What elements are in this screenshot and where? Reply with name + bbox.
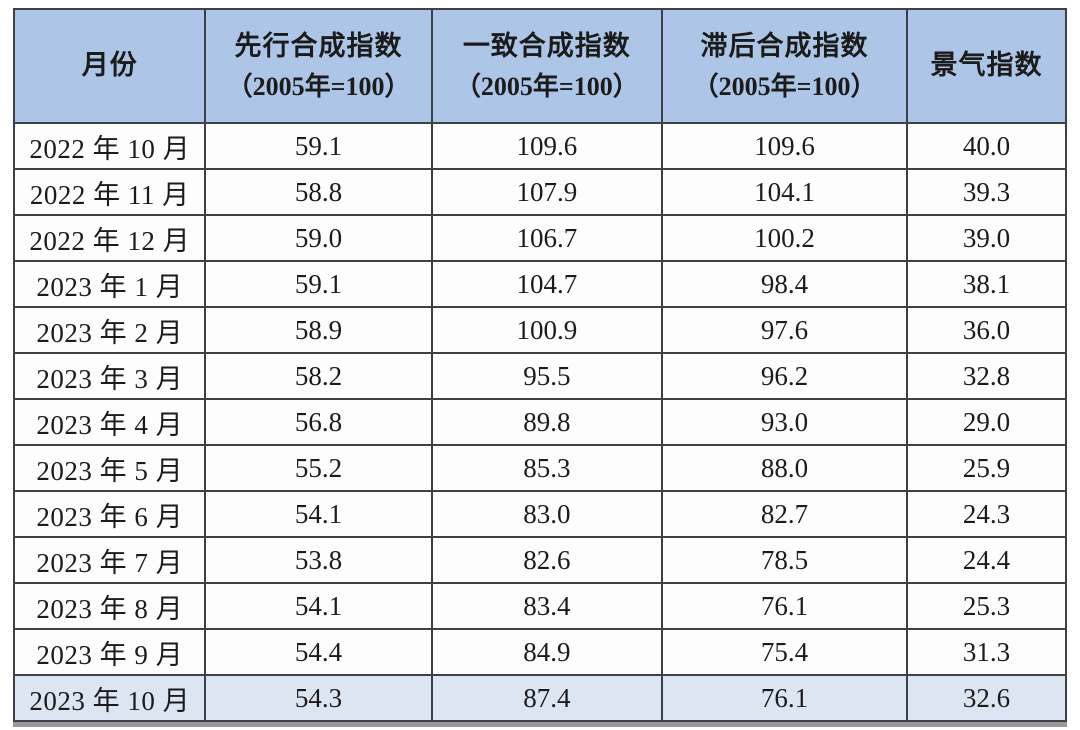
lagging-cell: 76.1: [660, 674, 909, 722]
leading-cell: 56.8: [204, 398, 433, 446]
month-cell: 2023 年 8 月: [12, 582, 207, 630]
leading-cell: 59.1: [204, 122, 433, 170]
leading-cell: 53.8: [204, 536, 433, 584]
prosperity-cell: 25.9: [906, 444, 1067, 492]
coincident-cell: 100.9: [430, 306, 664, 354]
prosperity-cell: 36.0: [906, 306, 1067, 354]
prosperity-cell: 32.6: [906, 674, 1067, 722]
coincident-cell: 89.8: [430, 398, 664, 446]
prosperity-cell: 25.3: [906, 582, 1067, 630]
month-cell: 2023 年 4 月: [12, 398, 207, 446]
month-cell: 2023 年 5 月: [12, 444, 207, 492]
leading-cell: 58.9: [204, 306, 433, 354]
prosperity-cell: 38.1: [906, 260, 1067, 308]
leading-cell: 54.3: [204, 674, 433, 722]
column-title: 月份: [81, 50, 138, 81]
coincident-cell: 85.3: [430, 444, 664, 492]
lagging-cell: 76.1: [660, 582, 909, 630]
prosperity-cell: 39.0: [906, 214, 1067, 262]
lagging-cell: 97.6: [660, 306, 909, 354]
column-header-lagging: 滞后合成指数 （2005年=100）: [660, 8, 909, 124]
lagging-cell: 82.7: [660, 490, 909, 538]
coincident-cell: 87.4: [430, 674, 664, 722]
month-cell: 2023 年 3 月: [12, 352, 207, 400]
coincident-cell: 104.7: [430, 260, 664, 308]
coincident-cell: 106.7: [430, 214, 664, 262]
column-title: 景气指数: [930, 50, 1043, 81]
leading-cell: 54.1: [204, 582, 433, 630]
leading-cell: 58.2: [204, 352, 433, 400]
column-title: 一致合成指数: [462, 30, 631, 61]
lagging-cell: 93.0: [660, 398, 909, 446]
header-row: 月份 先行合成指数 （2005年=100） 一致合成指数 （2005年=100） 滞后合成…: [12, 8, 1067, 124]
column-title: 先行合成指数: [234, 30, 403, 61]
composite-index-table-wrap: 月份 先行合成指数 （2005年=100） 一致合成指数 （2005年=100） 滞后合成…: [12, 8, 1067, 727]
table-row: 2022 年 10 月 59.1 109.6 109.6 40.0: [12, 122, 1067, 170]
table-row: 2023 年 6 月 54.1 83.0 82.7 24.3: [12, 490, 1067, 538]
leading-cell: 59.1: [204, 260, 433, 308]
month-cell: 2023 年 7 月: [12, 536, 207, 584]
lagging-cell: 78.5: [660, 536, 909, 584]
column-subtitle: （2005年=100）: [226, 72, 411, 102]
prosperity-cell: 40.0: [906, 122, 1067, 170]
table-row: 2023 年 5 月 55.2 85.3 88.0 25.9: [12, 444, 1067, 492]
coincident-cell: 95.5: [430, 352, 664, 400]
column-header-leading: 先行合成指数 （2005年=100）: [204, 8, 433, 124]
lagging-cell: 75.4: [660, 628, 909, 676]
table-row: 2023 年 3 月 58.2 95.5 96.2 32.8: [12, 352, 1067, 400]
table-row: 2022 年 12 月 59.0 106.7 100.2 39.0: [12, 214, 1067, 262]
prosperity-cell: 24.4: [906, 536, 1067, 584]
month-cell: 2022 年 12 月: [12, 214, 207, 262]
leading-cell: 54.4: [204, 628, 433, 676]
composite-index-table: 月份 先行合成指数 （2005年=100） 一致合成指数 （2005年=100） 滞后合成…: [12, 8, 1067, 722]
month-cell: 2023 年 9 月: [12, 628, 207, 676]
lagging-cell: 104.1: [660, 168, 909, 216]
leading-cell: 54.1: [204, 490, 433, 538]
column-header-month: 月份: [12, 8, 207, 124]
leading-cell: 55.2: [204, 444, 433, 492]
month-cell: 2022 年 10 月: [12, 122, 207, 170]
table-row: 2023 年 2 月 58.9 100.9 97.6 36.0: [12, 306, 1067, 354]
coincident-cell: 107.9: [430, 168, 664, 216]
leading-cell: 59.0: [204, 214, 433, 262]
column-subtitle: （2005年=100）: [692, 72, 877, 102]
column-header-coincident: 一致合成指数 （2005年=100）: [430, 8, 664, 124]
coincident-cell: 83.4: [430, 582, 664, 630]
table-body: 2022 年 10 月 59.1 109.6 109.6 40.0 2022 年 11 月…: [12, 122, 1067, 722]
coincident-cell: 109.6: [430, 122, 664, 170]
month-cell: 2022 年 11 月: [12, 168, 207, 216]
lagging-cell: 98.4: [660, 260, 909, 308]
lagging-cell: 88.0: [660, 444, 909, 492]
prosperity-cell: 24.3: [906, 490, 1067, 538]
prosperity-cell: 29.0: [906, 398, 1067, 446]
month-cell: 2023 年 2 月: [12, 306, 207, 354]
table-row: 2023 年 8 月 54.1 83.4 76.1 25.3: [12, 582, 1067, 630]
table-row: 2023 年 9 月 54.4 84.9 75.4 31.3: [12, 628, 1067, 676]
table-row: 2023 年 10 月 54.3 87.4 76.1 32.6: [12, 674, 1067, 722]
leading-cell: 58.8: [204, 168, 433, 216]
table-row: 2022 年 11 月 58.8 107.9 104.1 39.3: [12, 168, 1067, 216]
lagging-cell: 96.2: [660, 352, 909, 400]
table-header: 月份 先行合成指数 （2005年=100） 一致合成指数 （2005年=100） 滞后合成…: [12, 8, 1067, 124]
table-row: 2023 年 7 月 53.8 82.6 78.5 24.4: [12, 536, 1067, 584]
column-title: 滞后合成指数: [700, 30, 869, 61]
month-cell: 2023 年 6 月: [12, 490, 207, 538]
prosperity-cell: 31.3: [906, 628, 1067, 676]
prosperity-cell: 32.8: [906, 352, 1067, 400]
month-cell: 2023 年 1 月: [12, 260, 207, 308]
coincident-cell: 82.6: [430, 536, 664, 584]
table-row: 2023 年 4 月 56.8 89.8 93.0 29.0: [12, 398, 1067, 446]
prosperity-cell: 39.3: [906, 168, 1067, 216]
lagging-cell: 100.2: [660, 214, 909, 262]
month-cell: 2023 年 10 月: [12, 674, 207, 722]
column-subtitle: （2005年=100）: [454, 72, 639, 102]
coincident-cell: 83.0: [430, 490, 664, 538]
column-header-prosperity: 景气指数: [906, 8, 1067, 124]
coincident-cell: 84.9: [430, 628, 664, 676]
lagging-cell: 109.6: [660, 122, 909, 170]
table-row: 2023 年 1 月 59.1 104.7 98.4 38.1: [12, 260, 1067, 308]
